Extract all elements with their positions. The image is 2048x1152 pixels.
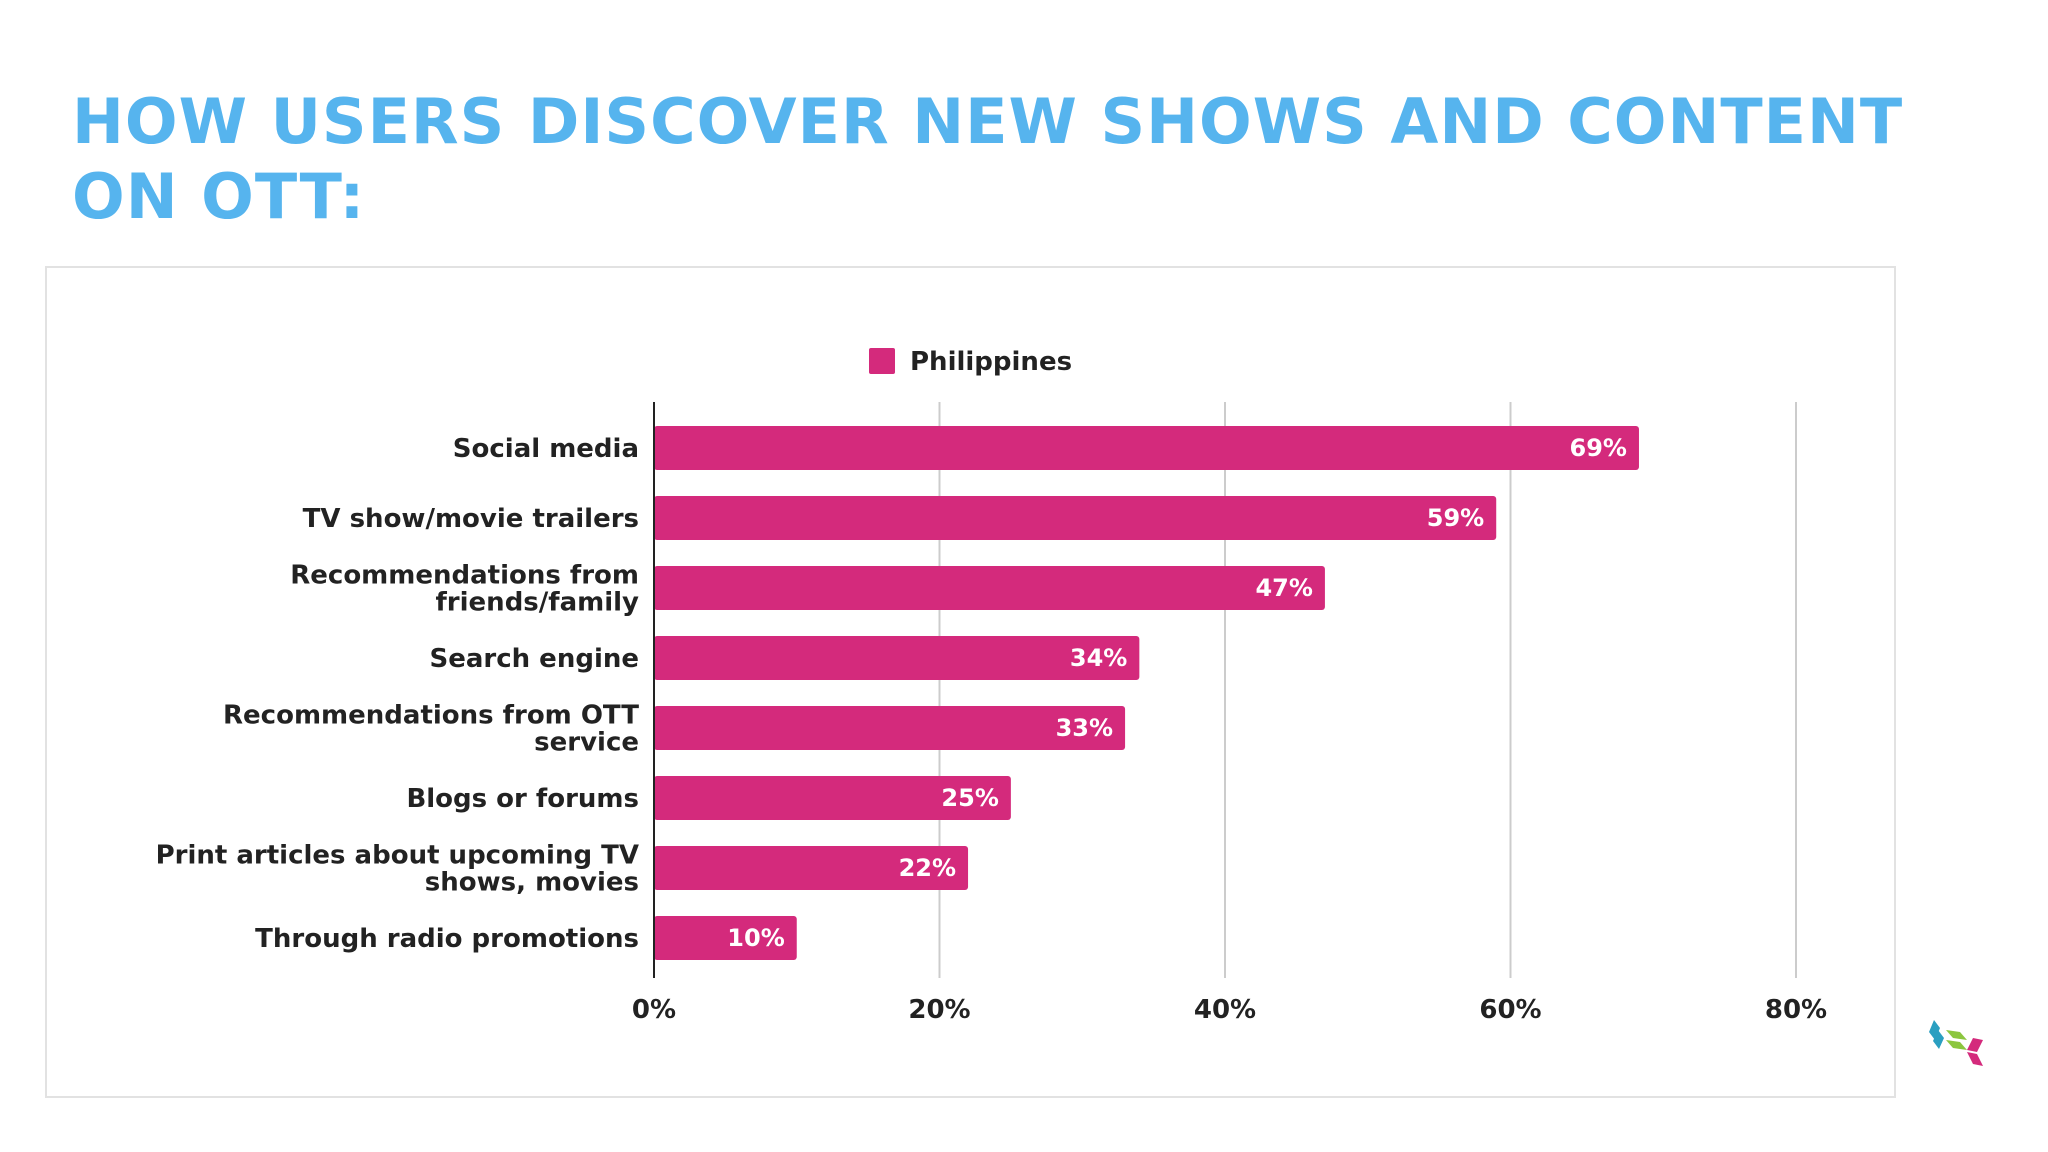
logo-shape: [1946, 1040, 1967, 1050]
category-label-1: TV show/movie trailers: [303, 504, 639, 534]
category-label-5: Blogs or forums: [406, 784, 639, 814]
logo-shape: [1967, 1052, 1983, 1066]
bar-7: [654, 916, 797, 960]
data-label-7: 10%: [727, 924, 784, 952]
category-label-7: Through radio promotions: [255, 924, 639, 954]
category-label-3: Search engine: [429, 644, 639, 674]
data-label-2: 47%: [1255, 574, 1312, 602]
data-label-3: 34%: [1070, 644, 1127, 672]
logo-shape: [1933, 1030, 1944, 1049]
bar-1: [654, 496, 1497, 540]
x-tick-label-1: 20%: [908, 995, 970, 1025]
legend-label: Philippines: [910, 347, 1072, 377]
category-label-0: Social media: [453, 434, 639, 464]
logo-shape: [1929, 1020, 1940, 1040]
brand-logo-icon: [1929, 1020, 1983, 1066]
category-label-4: Recommendations from OTT service: [223, 701, 639, 758]
legend-swatch: [869, 348, 895, 374]
data-label-5: 25%: [941, 784, 998, 812]
x-tick-label-0: 0%: [632, 995, 676, 1025]
bar-2: [654, 566, 1325, 610]
x-tick-label-4: 80%: [1765, 995, 1827, 1025]
bar-4: [654, 706, 1126, 750]
data-label-0: 69%: [1570, 434, 1627, 462]
logo-shape: [1946, 1030, 1967, 1040]
bar-6: [654, 846, 969, 890]
category-label-2: Recommendations from friends/family: [290, 561, 639, 618]
category-label-6: Print articles about upcoming TV shows, m…: [156, 841, 639, 898]
bar-0: [654, 426, 1639, 470]
data-label-6: 22%: [899, 854, 956, 882]
bar-chart: 69% Social media 59% TV show/movie trailers…: [156, 347, 1828, 1025]
bar-5: [654, 776, 1011, 820]
logo-shape: [1967, 1038, 1983, 1052]
bar-3: [654, 636, 1140, 680]
data-label-1: 59%: [1427, 504, 1484, 532]
x-tick-label-3: 60%: [1479, 995, 1541, 1025]
data-label-4: 33%: [1056, 714, 1113, 742]
x-tick-label-2: 40%: [1194, 995, 1256, 1025]
chart-panel: 69% Social media 59% TV show/movie trailers…: [45, 266, 1896, 1098]
page-title: HOW USERS DISCOVER NEW SHOWS AND CONTENT…: [72, 85, 1904, 233]
